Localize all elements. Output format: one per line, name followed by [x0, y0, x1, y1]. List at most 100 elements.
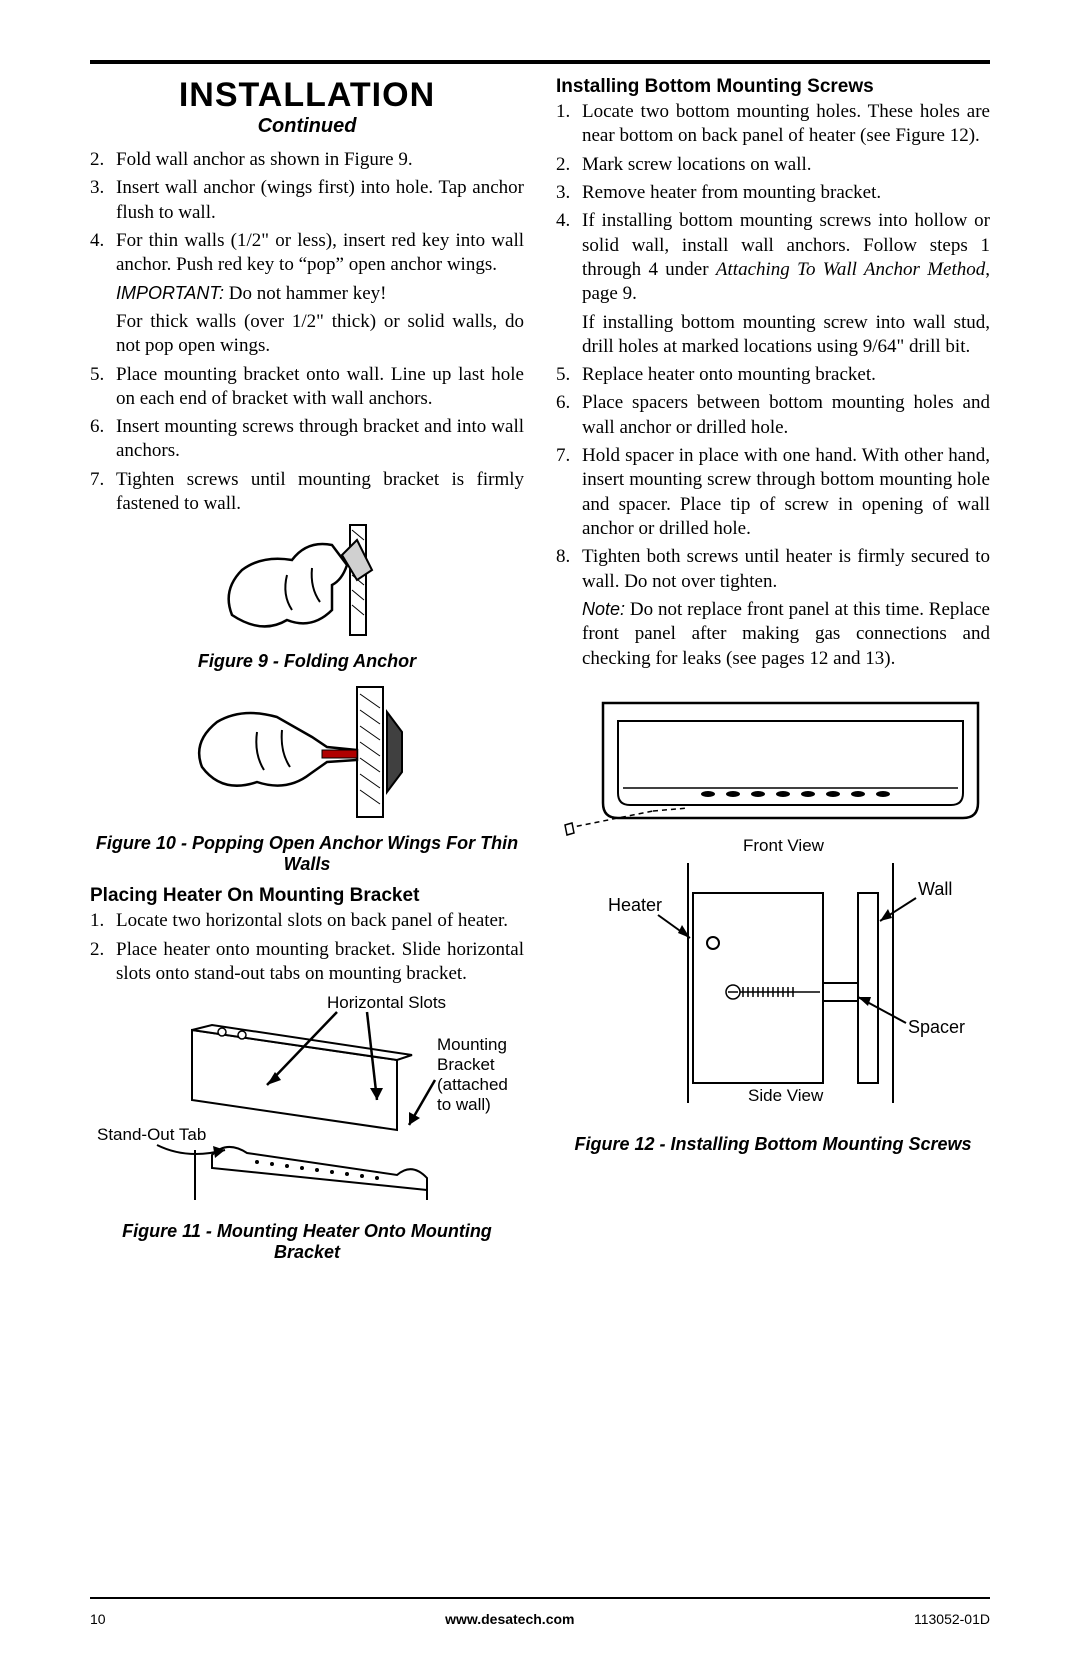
step-text: If installing bottom mounting screws int… — [582, 209, 990, 306]
label-bracket3: (attached — [437, 1075, 508, 1094]
step-item: 2.Fold wall anchor as shown in Figure 9. — [90, 148, 524, 172]
step-item: 4.If installing bottom mounting screws i… — [556, 209, 990, 306]
step-item: 1.Locate two bottom mounting holes. Thes… — [556, 100, 990, 149]
figure-9 — [90, 520, 524, 645]
label-hslots: Horizontal Slots — [327, 993, 446, 1012]
figure-12: Front View — [556, 693, 990, 1128]
step-text: Locate two bottom mounting holes. These … — [582, 100, 990, 149]
label-bracket1: Mounting — [437, 1035, 507, 1054]
footer-url: www.desatech.com — [445, 1611, 574, 1627]
step-text: Locate two horizontal slots on back pane… — [116, 909, 524, 933]
step-num: 5. — [90, 363, 116, 412]
step-num: 4. — [556, 209, 582, 306]
step-text: Replace heater onto mounting bracket. — [582, 363, 990, 387]
step-text: Place heater onto mounting bracket. Slid… — [116, 938, 524, 987]
doc-number: 113052-01D — [914, 1611, 990, 1627]
step-item: 6.Place spacers between bottom mounting … — [556, 391, 990, 440]
step-num: 8. — [556, 545, 582, 594]
label-wall: Wall — [918, 879, 952, 899]
figure-12-caption: Figure 12 - Installing Bottom Mounting S… — [556, 1134, 990, 1155]
step-num: 5. — [556, 363, 582, 387]
label-bracket2: Bracket — [437, 1055, 495, 1074]
step-text: Tighten screws until mounting bracket is… — [116, 468, 524, 517]
figure-10-caption: Figure 10 - Popping Open Anchor Wings Fo… — [90, 833, 524, 875]
step-item: For thick walls (over 1/2" thick) or sol… — [90, 310, 524, 359]
step-item: Note: Do not replace front panel at this… — [556, 598, 990, 671]
step-num: 2. — [556, 153, 582, 177]
step-num: 7. — [90, 468, 116, 517]
right-column: Installing Bottom Mounting Screws 1.Loca… — [556, 72, 990, 1273]
placing-steps: 1.Locate two horizontal slots on back pa… — [90, 909, 524, 986]
label-front-view: Front View — [743, 836, 825, 855]
installing-screws-illustration: Front View — [558, 693, 988, 1123]
step-num: 3. — [90, 176, 116, 225]
note-text: Do not replace front panel at this time.… — [582, 599, 990, 669]
right-steps-a: 1.Locate two bottom mounting holes. Thes… — [556, 100, 990, 671]
step-text: For thin walls (1/2" or less), insert re… — [116, 229, 524, 278]
step-text: Insert mounting screws through bracket a… — [116, 415, 524, 464]
placing-heater-head: Placing Heater On Mounting Bracket — [90, 885, 524, 907]
step-num — [90, 282, 116, 306]
step-num: 4. — [90, 229, 116, 278]
step-text: Note: Do not replace front panel at this… — [582, 598, 990, 671]
step-text: Fold wall anchor as shown in Figure 9. — [116, 148, 524, 172]
step-text: Mark screw locations on wall. — [582, 153, 990, 177]
step-num — [556, 598, 582, 671]
note-label: Note: — [582, 599, 625, 619]
step-item: 6.Insert mounting screws through bracket… — [90, 415, 524, 464]
important-text: Do not hammer key! — [224, 283, 387, 304]
step-item: 2.Place heater onto mounting bracket. Sl… — [90, 938, 524, 987]
figure-9-caption: Figure 9 - Folding Anchor — [90, 651, 524, 672]
left-column: INSTALLATION Continued 2.Fold wall ancho… — [90, 72, 524, 1273]
step-num: 3. — [556, 181, 582, 205]
mounting-heater-illustration: Horizontal Slots Mounting Bracket (attac… — [97, 990, 517, 1210]
step-text: Remove heater from mounting bracket. — [582, 181, 990, 205]
columns: INSTALLATION Continued 2.Fold wall ancho… — [90, 72, 990, 1273]
page: INSTALLATION Continued 2.Fold wall ancho… — [90, 60, 990, 1273]
step-text: IMPORTANT: Do not hammer key! — [116, 282, 524, 306]
top-rule — [90, 60, 990, 64]
step-item: 3.Insert wall anchor (wings first) into … — [90, 176, 524, 225]
step-num: 6. — [556, 391, 582, 440]
step-item: 8.Tighten both screws until heater is fi… — [556, 545, 990, 594]
folding-anchor-illustration — [192, 520, 422, 640]
step-num — [90, 310, 116, 359]
step-text: For thick walls (over 1/2" thick) or sol… — [116, 310, 524, 359]
step-num: 6. — [90, 415, 116, 464]
step-num: 1. — [90, 909, 116, 933]
step-item: If installing bottom mounting screw into… — [556, 311, 990, 360]
step-num: 1. — [556, 100, 582, 149]
step-item: 2.Mark screw locations on wall. — [556, 153, 990, 177]
main-title: INSTALLATION — [90, 76, 524, 115]
figure-11-caption: Figure 11 - Mounting Heater Onto Mountin… — [90, 1221, 524, 1263]
popping-anchor-illustration — [182, 682, 432, 822]
step-text: Tighten both screws until heater is firm… — [582, 545, 990, 594]
figure-10 — [90, 682, 524, 827]
figure-11: Horizontal Slots Mounting Bracket (attac… — [90, 990, 524, 1215]
step-item: 5.Place mounting bracket onto wall. Line… — [90, 363, 524, 412]
label-side-view: Side View — [748, 1086, 824, 1105]
step-num — [556, 311, 582, 360]
step-item: IMPORTANT: Do not hammer key! — [90, 282, 524, 306]
step-text: Hold spacer in place with one hand. With… — [582, 444, 990, 541]
step-num: 2. — [90, 148, 116, 172]
step-text: Place spacers between bottom mounting ho… — [582, 391, 990, 440]
step-text: Place mounting bracket onto wall. Line u… — [116, 363, 524, 412]
footer: 10 www.desatech.com 113052-01D — [90, 1611, 990, 1627]
step-num: 7. — [556, 444, 582, 541]
steps-list-a: 2.Fold wall anchor as shown in Figure 9.… — [90, 148, 524, 516]
installing-screws-head: Installing Bottom Mounting Screws — [556, 76, 990, 98]
continued-label: Continued — [90, 115, 524, 138]
label-spacer: Spacer — [908, 1017, 965, 1037]
label-tab: Stand-Out Tab — [97, 1125, 206, 1144]
page-number: 10 — [90, 1611, 106, 1627]
step-item: 5.Replace heater onto mounting bracket. — [556, 363, 990, 387]
step-item: 3.Remove heater from mounting bracket. — [556, 181, 990, 205]
bottom-rule — [90, 1597, 990, 1599]
step-item: 1.Locate two horizontal slots on back pa… — [90, 909, 524, 933]
step-item: 4.For thin walls (1/2" or less), insert … — [90, 229, 524, 278]
step-text: If installing bottom mounting screw into… — [582, 311, 990, 360]
label-heater: Heater — [608, 895, 662, 915]
step-text: Insert wall anchor (wings first) into ho… — [116, 176, 524, 225]
important-label: IMPORTANT: — [116, 283, 224, 303]
